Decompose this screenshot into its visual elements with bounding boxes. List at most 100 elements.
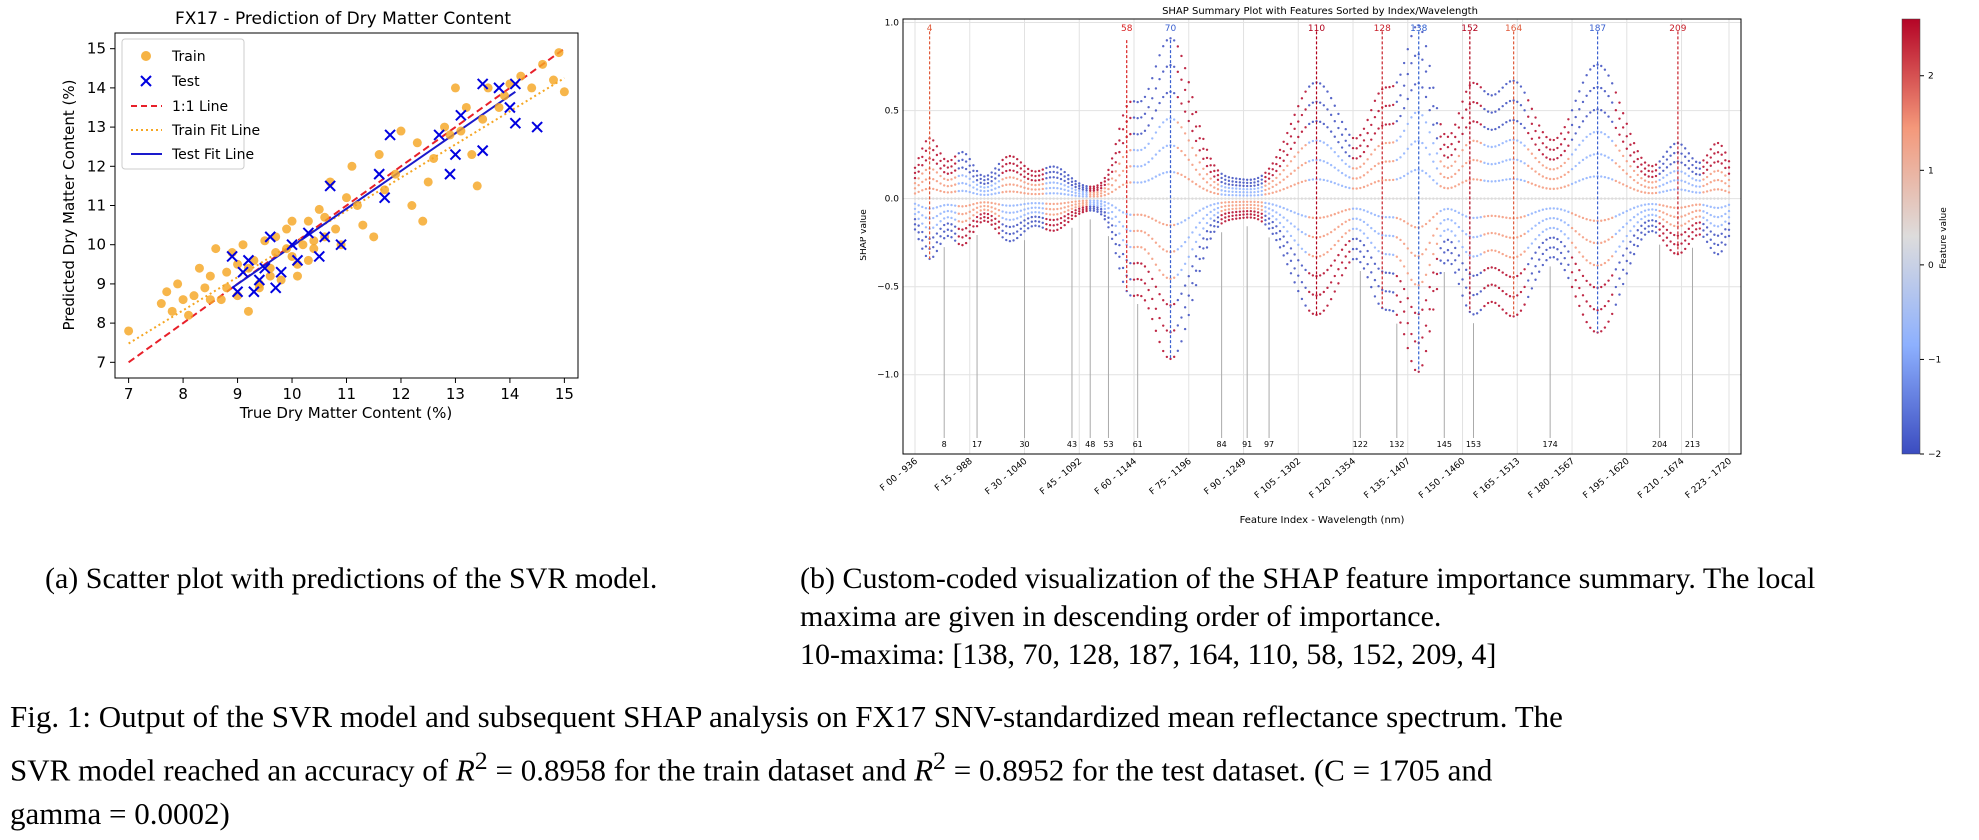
shap-dot [1205,246,1209,249]
shap-dot [1658,222,1661,225]
shap-dot [1132,246,1136,249]
shap-dot [1658,166,1661,169]
shap-dot [1610,312,1614,316]
shap-dot [1074,211,1077,215]
shap-dot [1070,197,1074,200]
shap-dot [1483,269,1486,272]
legend-test-marker [140,75,152,87]
shap-dot [1581,313,1585,316]
shap-dot [1694,203,1698,206]
shap-dot [1063,206,1066,209]
shap-dot [939,159,942,163]
shap-dot [1490,283,1493,286]
shap-dot [1479,197,1482,200]
shap-dot [1713,224,1716,227]
shap-dot [1720,250,1723,253]
shap-dot [1067,181,1070,185]
shap-dot [1563,185,1566,188]
shap-dot [1581,158,1585,162]
shap-dot [1589,240,1592,243]
shap-dot [1432,123,1435,126]
shap-dot [1552,207,1555,210]
shap-dot [1304,161,1307,165]
shap-dot [1030,169,1034,173]
shap-dot [1326,90,1329,93]
shap-dot [1326,197,1329,200]
shap-dot [1512,138,1515,141]
shap-dot [1486,93,1490,96]
shap-dot [1114,188,1117,191]
shap-dot [1245,197,1249,200]
shap-dot [921,189,924,192]
shap-dot [1213,230,1216,233]
shap-dot [1289,160,1293,163]
y-tick-label: 11 [87,197,106,215]
shap-dot [1129,197,1132,200]
shap-dot [997,203,1001,206]
shap-dot [1640,170,1643,173]
shap-dot [1300,163,1304,167]
shap-dot [1267,212,1271,215]
shap-dot [1673,252,1676,255]
shap-dot [1001,178,1004,181]
shap-dot [1209,224,1212,227]
y-tick-label: 7 [96,353,106,371]
shap-dot [1443,229,1446,233]
shap-dot [1603,261,1607,265]
shap-dot [1559,229,1563,233]
shap-dot [1172,118,1176,121]
shap-dot [1570,138,1574,141]
shap-dot [1413,54,1417,58]
shap-dot [1377,179,1380,183]
shap-dot [1537,124,1541,127]
shap-dot [1669,188,1672,192]
shap-dot [1216,197,1220,200]
shap-dot [1581,120,1585,123]
shap-dot [1702,229,1705,232]
shap-dot [1118,127,1121,131]
colorbar-tick-label: 2 [1928,72,1934,82]
shap-dot [1450,153,1453,157]
shap-dot [1169,37,1172,40]
caption-b-line3: 10-maxima: [138, 70, 128, 187, 164, 110,… [800,638,1497,671]
shap-dot [1023,175,1026,179]
shap-dot [1567,263,1570,266]
shap-dot [1264,210,1267,213]
shap-dot [1592,241,1596,245]
shap-dot [1479,234,1482,237]
shap-dot [1570,123,1574,127]
shap-dot [1603,326,1607,329]
shap-dot [1381,288,1384,292]
shap-dot [1559,208,1563,211]
shap-dot [1078,194,1081,198]
shap-dot [1391,216,1395,219]
shap-dot [1121,225,1125,228]
shap-dot [997,208,1001,212]
shap-dot [1136,197,1139,200]
shap-dot [1406,147,1409,151]
shap-dot [1048,197,1052,200]
train-point [396,126,406,136]
shap-dot [1567,184,1570,187]
shap-dot [1691,190,1694,194]
r2-symbol: R [914,752,934,788]
shap-dot [1443,154,1446,157]
shap-dot [1326,179,1329,182]
shap-dot [1399,73,1402,76]
shap-dot [1600,241,1603,245]
shap-dot [1337,112,1340,116]
shap-dot [1355,217,1358,220]
test-point [269,282,282,294]
shap-dot [1154,175,1158,178]
shap-dot [1658,185,1661,188]
test-point [433,129,445,141]
shap-dot [1059,212,1063,215]
shap-dot [1340,184,1344,188]
shap-dot [1162,248,1165,251]
shap-dot [1172,302,1176,306]
shap-dot [1267,177,1271,180]
shap-dot [1005,169,1008,173]
shap-dot [994,222,997,225]
shap-dot [1636,236,1639,240]
shap-dot [986,209,990,212]
